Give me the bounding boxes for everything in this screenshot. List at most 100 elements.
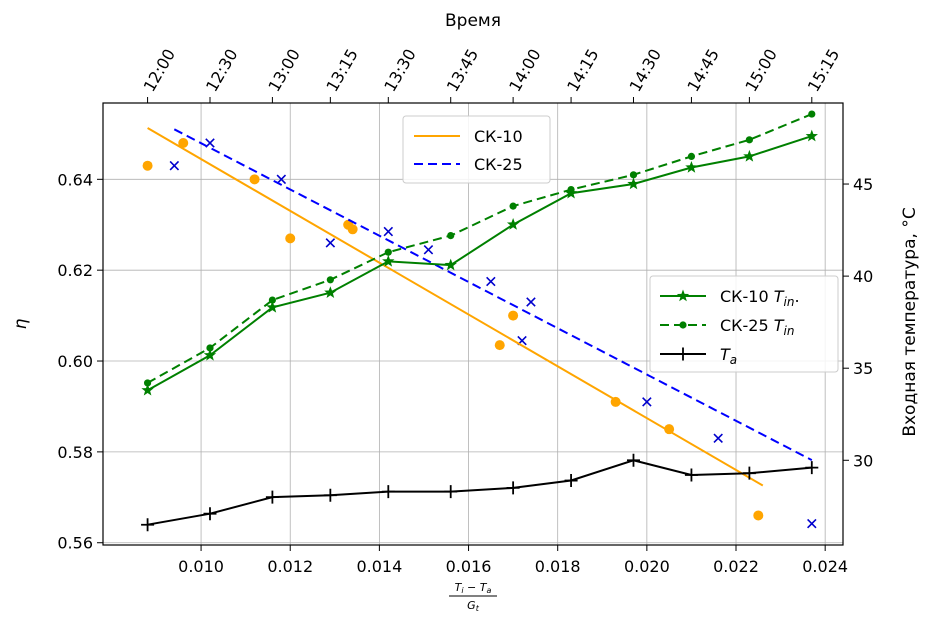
temperature-point — [685, 160, 698, 173]
scatter-point — [169, 160, 180, 171]
y-axis-label: η — [11, 318, 31, 329]
x-tick-label: 0.022 — [713, 557, 759, 576]
temperature-point — [567, 185, 575, 194]
y-tick-label: 0.62 — [57, 261, 93, 280]
x-axis-label-denominator: Gt — [467, 599, 480, 613]
scatter-point — [486, 276, 496, 287]
temperature-point — [745, 136, 753, 144]
top-tick-label: 13:30 — [380, 46, 420, 95]
temperature-point — [381, 485, 395, 499]
temperature-line — [147, 459, 812, 526]
temperature-point — [684, 468, 698, 482]
top-tick-label: 14:00 — [505, 46, 545, 95]
legend-top-frame — [402, 115, 551, 184]
y-tick-label: 0.58 — [57, 443, 93, 462]
fit-line — [173, 128, 813, 461]
scatter-point — [713, 433, 723, 444]
temperature-point — [805, 129, 818, 142]
top-tick-label: 12:00 — [140, 46, 180, 95]
scatter-point — [249, 174, 260, 185]
legend-top-label: СК-10 — [474, 127, 523, 146]
temperature-line — [147, 135, 813, 392]
scatter-point — [526, 297, 536, 307]
legend-right-marker — [676, 347, 690, 361]
temperature-point — [203, 507, 217, 521]
legend-right-marker — [676, 289, 690, 302]
top-tick-label: 15:00 — [741, 46, 781, 95]
plot-frame — [102, 102, 844, 546]
temperature-point — [323, 488, 337, 502]
temperature-point — [326, 276, 334, 284]
temperature-point — [506, 481, 520, 495]
scatter-point — [642, 397, 652, 407]
temperature-point — [203, 348, 217, 361]
temperature-point — [141, 518, 155, 532]
temperature-point — [626, 453, 640, 467]
fit-line — [147, 127, 764, 487]
temperature-point — [629, 171, 638, 179]
x-tick-label: 0.016 — [446, 557, 492, 576]
top-tick-label: 13:15 — [322, 46, 362, 95]
legend-right: СК-10 Tin. СК-25 Tin Ta — [649, 275, 839, 373]
scatter-point — [178, 137, 189, 148]
y2-tick-label: 30 — [853, 451, 873, 470]
scatter-point — [285, 233, 296, 244]
temperature-point — [384, 248, 392, 256]
x-tick-label: 0.020 — [624, 557, 670, 576]
y2-tick-label: 45 — [853, 175, 873, 194]
x-tick-label: 0.018 — [535, 557, 581, 576]
temperature-point — [444, 485, 458, 499]
scatter-point — [383, 226, 394, 237]
y2-tick-label: 40 — [853, 267, 873, 286]
temperature-point — [324, 286, 337, 298]
temperature-point — [805, 461, 819, 475]
temperature-point — [687, 152, 696, 161]
temperature-point — [141, 383, 154, 396]
scatter-point — [276, 174, 287, 185]
legend-right-label: СК-10 Tin. — [720, 287, 800, 309]
temperature-point — [742, 466, 756, 480]
temperature-point — [509, 202, 517, 210]
temperature-point — [265, 490, 279, 504]
x-tick-label: 0.012 — [267, 557, 313, 576]
scatter-point — [325, 238, 336, 248]
temperature-point — [743, 149, 756, 162]
top-tick-label: 12:30 — [202, 46, 242, 95]
legend-right-marker — [679, 321, 687, 329]
temperature-point — [382, 254, 395, 267]
temperature-point — [506, 218, 520, 230]
top-tick-label: 14:15 — [563, 46, 603, 95]
scatter-point — [753, 510, 764, 521]
legend-right-label: СК-25 Tin — [720, 316, 794, 338]
y-tick-label: 0.64 — [57, 170, 93, 189]
scatter-point — [423, 244, 434, 255]
temperature-point — [143, 379, 152, 387]
scatter-point — [142, 160, 153, 171]
y-tick-label: 0.60 — [57, 352, 93, 371]
legend-right-label: Ta — [720, 345, 737, 367]
y2-tick-label: 35 — [853, 359, 873, 378]
scatter-point — [494, 340, 505, 351]
temperature-point — [268, 296, 276, 304]
x-axis-label-numerator: Ti − Ta — [455, 581, 492, 595]
scatter-point — [807, 518, 817, 529]
temperature-point — [444, 258, 457, 271]
top-tick-label: 13:45 — [443, 46, 483, 95]
y-tick-label: 0.56 — [57, 534, 93, 553]
scatter-point — [508, 310, 519, 321]
scatter-point — [347, 224, 358, 235]
temperature-point — [564, 474, 578, 488]
legend-top-label: СК-25 — [474, 155, 523, 174]
y2-axis-label: Входная температура, °C — [900, 207, 920, 436]
temperature-point — [627, 177, 640, 190]
x-tick-label: 0.024 — [802, 557, 848, 576]
legend-right-frame — [649, 275, 839, 373]
legend-top: СК-10 СК-25 — [402, 115, 551, 184]
x-tick-label: 0.010 — [178, 557, 224, 576]
temperature-point — [447, 232, 455, 240]
top-tick-label: 14:45 — [683, 46, 723, 95]
top-tick-label: 14:30 — [625, 46, 665, 95]
top-axis-label: Время — [445, 11, 501, 31]
temperature-point — [206, 344, 214, 352]
